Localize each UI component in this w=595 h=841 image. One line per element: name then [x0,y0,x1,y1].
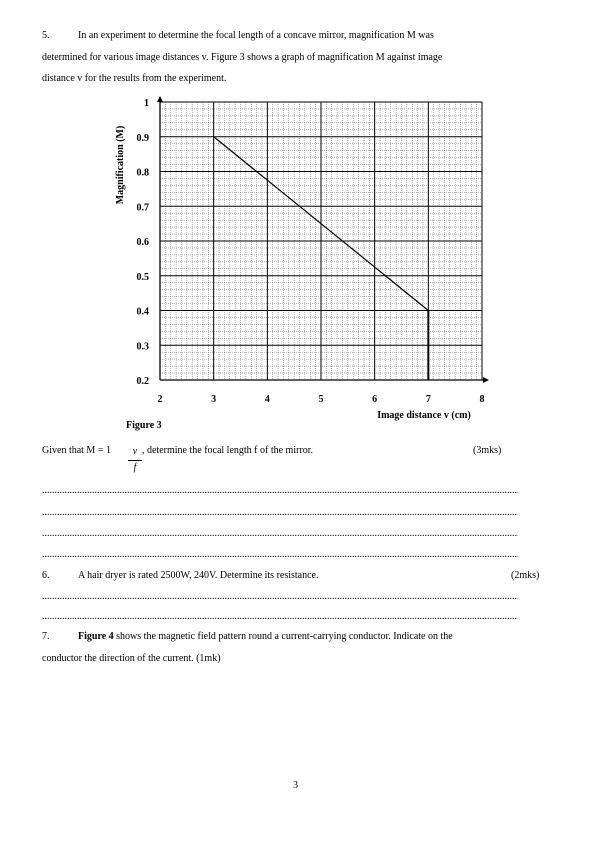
y-tick-label: 0.2 [137,376,150,387]
q5-given-suffix: , determine the focal length f of the mi… [142,445,314,456]
y-tick-label: 0.8 [137,168,150,179]
figure4-ref: Figure 4 [78,631,114,642]
y-tick-label: 0.9 [137,133,150,144]
q5-text-line2: determined for various image distances v… [42,52,443,63]
q5-text-line3: distance v for the results from the expe… [42,73,227,84]
x-tick-label: 2 [158,394,163,405]
magnification-graph: 2 3 4 5 6 7 8 0.2 0.3 0.4 0.5 0.6 0.7 0.8 0.9 1 Magnifi… [115,96,489,431]
page-number: 3 [293,780,298,791]
fraction-numerator: v [132,446,138,457]
y-tick-label: 0.3 [137,341,150,352]
y-axis-label: Magnification (M) [115,126,126,205]
q7-line2: conductor the direction of the current. … [42,653,221,664]
x-tick-label: 6 [372,394,377,405]
fraction-denominator: f [133,462,137,473]
figure-caption: Figure 3 [126,420,162,431]
x-tick-label: 8 [480,394,485,405]
x-tick-label: 5 [319,394,324,405]
q5-text-line1: In an experiment to determine the focal … [78,30,434,41]
q7-text-a: shows the magnetic field pattern round a… [113,631,453,642]
answer-line[interactable]: ........................................… [42,611,518,622]
q5-given-prefix: Given that M = 1 [42,445,111,456]
x-axis-label: Image distance v (cm) [377,410,471,421]
q6-number: 6. [42,570,50,581]
x-tick-label: 4 [265,394,270,405]
answer-line[interactable]: ........................................… [42,485,518,496]
series-line [213,136,429,311]
q7-line1: Figure 4 shows the magnetic field patter… [78,631,453,642]
q5-number: 5. [42,30,50,41]
y-tick-label: 0.4 [137,307,150,318]
y-tick-label: 1 [144,98,149,109]
answer-line[interactable]: ........................................… [42,591,518,602]
q5-marks: (3mks) [473,445,502,456]
answer-line[interactable]: ........................................… [42,549,518,560]
x-tick-label: 3 [211,394,216,405]
graph-series [213,136,430,380]
graph-tick-labels: 2 3 4 5 6 7 8 0.2 0.3 0.4 0.5 0.6 0.7 0.8 0.9 1 [137,98,485,405]
y-tick-label: 0.6 [137,237,150,248]
q6-marks: (2mks) [511,570,540,581]
x-axis-arrow [483,377,489,383]
q6-text: A hair dryer is rated 2500W, 240V. Deter… [78,570,319,581]
x-tick-label: 7 [426,394,431,405]
graph-grid [157,96,489,383]
y-tick-label: 0.7 [137,202,150,213]
fraction-bar [128,460,142,461]
q7-number: 7. [42,631,50,642]
answer-line[interactable]: ........................................… [42,507,518,518]
answer-line[interactable]: ........................................… [42,528,518,539]
y-axis-arrow [157,96,163,102]
y-tick-label: 0.5 [137,272,150,283]
